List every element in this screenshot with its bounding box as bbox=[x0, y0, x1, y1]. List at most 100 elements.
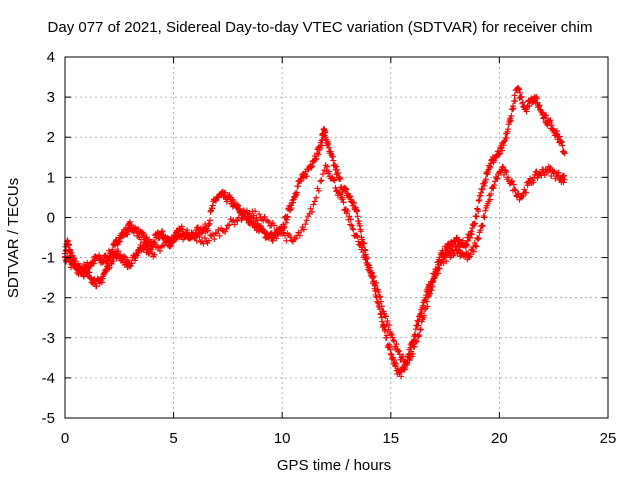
data-point bbox=[350, 226, 357, 233]
data-point bbox=[340, 199, 347, 206]
data-point bbox=[490, 185, 497, 192]
data-point bbox=[555, 169, 562, 176]
x-tick-label: 10 bbox=[274, 430, 291, 447]
data-point bbox=[287, 234, 294, 241]
data-point bbox=[284, 213, 291, 220]
data-point bbox=[169, 239, 176, 246]
data-point bbox=[487, 190, 494, 197]
x-tick-label: 25 bbox=[600, 430, 617, 447]
data-point bbox=[479, 186, 486, 193]
data-point bbox=[449, 247, 456, 254]
y-tick-label: -4 bbox=[42, 370, 55, 387]
data-point bbox=[475, 235, 482, 242]
data-point bbox=[309, 208, 316, 215]
data-point bbox=[331, 177, 338, 184]
data-point bbox=[343, 186, 350, 193]
y-axis-label: SDTVAR / TECUs bbox=[5, 178, 22, 298]
y-tick-label: 2 bbox=[47, 129, 55, 146]
data-points bbox=[62, 84, 568, 380]
data-point bbox=[477, 227, 484, 234]
data-point bbox=[337, 191, 344, 198]
axis-ticks bbox=[64, 56, 609, 419]
data-point bbox=[280, 229, 287, 236]
data-point bbox=[515, 86, 522, 93]
data-point bbox=[273, 235, 280, 242]
y-tick-label: -5 bbox=[42, 410, 55, 427]
data-point bbox=[315, 151, 322, 158]
data-point bbox=[379, 318, 386, 325]
data-point bbox=[252, 208, 259, 215]
data-point bbox=[395, 347, 402, 354]
data-point bbox=[330, 176, 337, 183]
y-tick-label: -1 bbox=[42, 250, 55, 267]
data-point bbox=[473, 213, 480, 220]
y-tick-label: 4 bbox=[47, 49, 55, 66]
data-point bbox=[511, 186, 518, 193]
data-point bbox=[134, 252, 141, 259]
data-point bbox=[463, 241, 470, 248]
data-point bbox=[411, 343, 418, 350]
data-point bbox=[508, 112, 515, 119]
data-point bbox=[400, 353, 407, 360]
data-point bbox=[430, 277, 437, 284]
data-point bbox=[417, 326, 424, 333]
data-point bbox=[530, 179, 537, 186]
data-point bbox=[283, 219, 290, 226]
data-point bbox=[560, 179, 567, 186]
data-point bbox=[208, 232, 215, 239]
data-point bbox=[307, 205, 314, 212]
data-point bbox=[423, 298, 430, 305]
data-point bbox=[288, 205, 295, 212]
data-point bbox=[344, 208, 351, 215]
data-point bbox=[370, 273, 377, 280]
data-point bbox=[389, 334, 396, 341]
data-point bbox=[311, 198, 318, 205]
data-point bbox=[167, 243, 174, 250]
data-point bbox=[330, 157, 337, 164]
data-point bbox=[491, 182, 498, 189]
data-point bbox=[319, 171, 326, 178]
data-point bbox=[116, 238, 123, 245]
data-point bbox=[389, 354, 396, 361]
data-point bbox=[426, 290, 433, 297]
data-point bbox=[493, 175, 500, 182]
data-point bbox=[518, 93, 525, 100]
data-point bbox=[507, 118, 514, 125]
data-point bbox=[332, 163, 339, 170]
data-point bbox=[471, 239, 478, 246]
plot-frame bbox=[64, 56, 609, 419]
data-point bbox=[482, 176, 489, 183]
data-point bbox=[318, 177, 325, 184]
data-point bbox=[90, 260, 97, 267]
data-point bbox=[561, 176, 568, 183]
data-point bbox=[382, 313, 389, 320]
data-point bbox=[512, 97, 519, 104]
data-point bbox=[384, 317, 391, 324]
data-point bbox=[303, 217, 310, 224]
data-point bbox=[373, 279, 380, 286]
data-point bbox=[293, 189, 300, 196]
data-point bbox=[271, 222, 278, 229]
data-point bbox=[216, 232, 223, 239]
data-point bbox=[468, 231, 475, 238]
data-point bbox=[325, 168, 332, 175]
data-point bbox=[365, 264, 372, 271]
data-point bbox=[479, 223, 486, 230]
data-point bbox=[359, 244, 366, 251]
data-point bbox=[475, 208, 482, 215]
data-point bbox=[121, 253, 128, 260]
y-tick-labels: -5 -4 -3 -2 -1 0 1 2 3 4 bbox=[42, 49, 55, 427]
data-point bbox=[151, 251, 158, 258]
data-point bbox=[393, 360, 400, 367]
data-point bbox=[163, 239, 170, 246]
data-point bbox=[378, 298, 385, 305]
data-point bbox=[233, 217, 240, 224]
data-point bbox=[360, 249, 367, 256]
x-tick-label: 0 bbox=[61, 430, 69, 447]
y-tick-label: -2 bbox=[42, 290, 55, 307]
data-point bbox=[201, 234, 208, 241]
data-point bbox=[243, 207, 250, 214]
data-point bbox=[416, 331, 423, 338]
data-point bbox=[190, 233, 197, 240]
